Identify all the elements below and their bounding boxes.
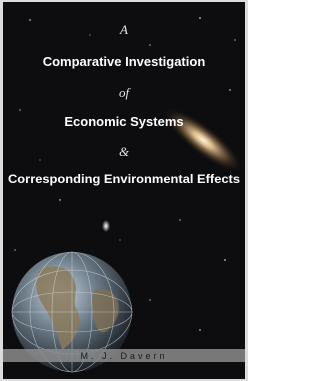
small-galaxy <box>102 220 110 232</box>
book-cover: A Comparative Investigation of Economic … <box>0 0 248 381</box>
title-line: & <box>119 144 130 159</box>
page: {"cover": {"title_lines": ["A", "Compara… <box>0 0 248 381</box>
author: M. J. Davern <box>80 351 167 361</box>
title-line: Economic Systems <box>64 114 183 129</box>
title-line: Comparative Investigation <box>43 54 206 69</box>
title-line: Corresponding Environmental Effects <box>8 174 240 186</box>
title-line: A <box>119 22 128 37</box>
